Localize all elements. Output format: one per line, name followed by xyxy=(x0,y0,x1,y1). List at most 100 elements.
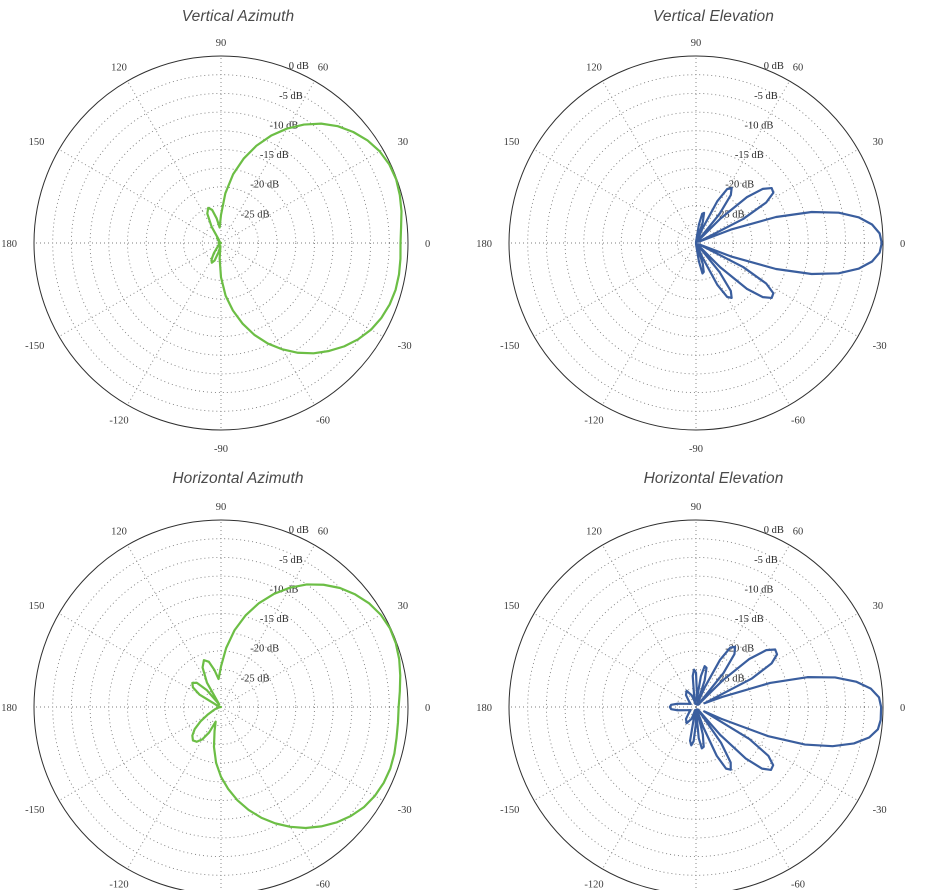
grid-spoke xyxy=(695,706,790,870)
angle-tick-label: -120 xyxy=(109,880,128,890)
radial-tick-label: -20 dB xyxy=(250,644,279,655)
grid-spoke xyxy=(602,242,697,406)
angle-tick-label: -150 xyxy=(500,805,519,816)
angle-tick-label: 180 xyxy=(476,703,492,714)
radial-tick-label: -25 dB xyxy=(716,673,745,684)
radial-labels: 0 dB-5 dB-10 dB-15 dB-20 dB-25 dB xyxy=(716,61,784,220)
grid-ring xyxy=(145,167,297,319)
panel-vertical-elevation: Vertical Elevation 0 30 60 90 120 150 180 -150 -… xyxy=(476,0,951,460)
angle-tick-label: -120 xyxy=(584,416,603,427)
grid-spoke xyxy=(127,80,222,244)
angle-tick-label: 120 xyxy=(111,526,127,537)
panel-title-horizontal-azimuth: Horizontal Azimuth xyxy=(172,470,304,487)
polar-grid xyxy=(34,520,408,890)
grid-ring xyxy=(127,613,315,801)
radial-tick-label: -5 dB xyxy=(754,555,778,566)
angle-tick-label: -60 xyxy=(316,416,330,427)
grid-spoke xyxy=(127,242,222,406)
radial-tick-label: -20 dB xyxy=(725,644,754,655)
grid-ring xyxy=(658,669,734,745)
radial-tick-label: -5 dB xyxy=(279,555,303,566)
polar-chart-vertical-elevation: 0 30 60 90 120 150 180 -150 -120 -60 -30 -90 0 dB -5 … xyxy=(476,38,905,455)
angle-tick-label: -30 xyxy=(873,341,887,352)
grid-spoke xyxy=(602,80,697,244)
grid-ring xyxy=(602,149,790,337)
radial-tick-label: -10 dB xyxy=(270,120,299,131)
angle-tick-label: 150 xyxy=(29,601,45,612)
grid-spoke xyxy=(602,544,697,708)
angle-tick-label: 0 xyxy=(425,703,430,714)
polar-chart-vertical-azimuth: 0 30 60 90 120 150 180 -150 -120 -60 -30 -90 0 dB -5 … xyxy=(1,38,430,455)
angle-tick-label: 90 xyxy=(216,502,227,513)
angle-tick-label: -120 xyxy=(584,880,603,890)
radial-tick-label: -15 dB xyxy=(260,614,289,625)
grid-ring xyxy=(145,631,297,783)
radial-tick-label: -20 dB xyxy=(725,180,754,191)
radial-labels: 0 dB-5 dB-10 dB-15 dB-20 dB-25 dB xyxy=(241,525,309,684)
angle-tick-label: 60 xyxy=(793,526,804,537)
angle-tick-label: 30 xyxy=(398,137,409,148)
angle-tick-label: 0 xyxy=(900,703,905,714)
radial-tick-label: 0 dB xyxy=(289,61,309,72)
radial-tick-label: -10 dB xyxy=(745,120,774,131)
angle-tick-label: -60 xyxy=(316,880,330,890)
axis-outer-circle xyxy=(508,519,884,890)
grid-ring xyxy=(658,205,734,281)
grid-ring xyxy=(201,687,241,727)
grid-spoke xyxy=(58,149,222,244)
radial-tick-label: 0 dB xyxy=(289,525,309,536)
pattern-trace xyxy=(206,122,403,355)
angle-tick-label: 150 xyxy=(29,137,45,148)
angle-tick-label: 0 xyxy=(900,239,905,250)
angle-tick-label: -150 xyxy=(25,805,44,816)
grid-ring xyxy=(676,687,716,727)
radial-labels: 0 dB-5 dB-10 dB-15 dB-20 dB-25 dB xyxy=(241,61,309,220)
grid-ring xyxy=(620,167,772,319)
pattern-trace xyxy=(668,645,883,772)
angle-tick-label: 120 xyxy=(586,62,602,73)
panel-title-horizontal-elevation: Horizontal Elevation xyxy=(643,470,784,487)
angle-tick-label: -60 xyxy=(791,416,805,427)
grid-spoke xyxy=(220,706,315,870)
radial-tick-label: -15 dB xyxy=(260,150,289,161)
angle-tick-label: 30 xyxy=(873,601,884,612)
angle-tick-label: 120 xyxy=(586,526,602,537)
angle-tick-label: -30 xyxy=(873,805,887,816)
polar-grid xyxy=(34,56,408,430)
grid-spoke xyxy=(127,706,222,870)
panel-vertical-azimuth: Vertical Azimuth 0 30 60 90 120 150 180 -150 -12… xyxy=(0,0,476,460)
angle-tick-label-minus90: -90 xyxy=(214,444,228,455)
grid-spoke xyxy=(220,613,384,708)
angle-tick-label: 30 xyxy=(398,601,409,612)
radial-labels: 0 dB-5 dB-10 dB-15 dB-20 dB-25 dB xyxy=(716,525,784,684)
angle-tick-label: -30 xyxy=(398,341,412,352)
radial-tick-label: 0 dB xyxy=(764,525,784,536)
pattern-trace xyxy=(694,186,883,300)
grid-ring xyxy=(127,149,315,337)
radial-tick-label: -25 dB xyxy=(241,209,270,220)
grid-ring xyxy=(183,205,259,281)
grid-spoke xyxy=(220,242,315,406)
radial-tick-label: -15 dB xyxy=(735,150,764,161)
angle-tick-label: 90 xyxy=(216,38,227,49)
axis-outer-circle xyxy=(33,55,409,431)
radial-tick-label: -15 dB xyxy=(735,614,764,625)
angle-tick-label: 90 xyxy=(691,502,702,513)
grid-ring xyxy=(545,556,847,858)
grid-ring xyxy=(620,631,772,783)
panel-horizontal-elevation: Horizontal Elevation 0 30 60 90 120 150 180 -15… xyxy=(476,460,951,890)
grid-spoke xyxy=(533,613,697,708)
grid-spoke xyxy=(602,706,697,870)
angle-tick-label: 150 xyxy=(504,601,520,612)
radial-tick-label: -5 dB xyxy=(279,91,303,102)
angle-tick-label: 90 xyxy=(691,38,702,49)
grid-ring xyxy=(201,223,241,263)
radial-tick-label: -25 dB xyxy=(241,673,270,684)
grid-spoke xyxy=(533,149,697,244)
